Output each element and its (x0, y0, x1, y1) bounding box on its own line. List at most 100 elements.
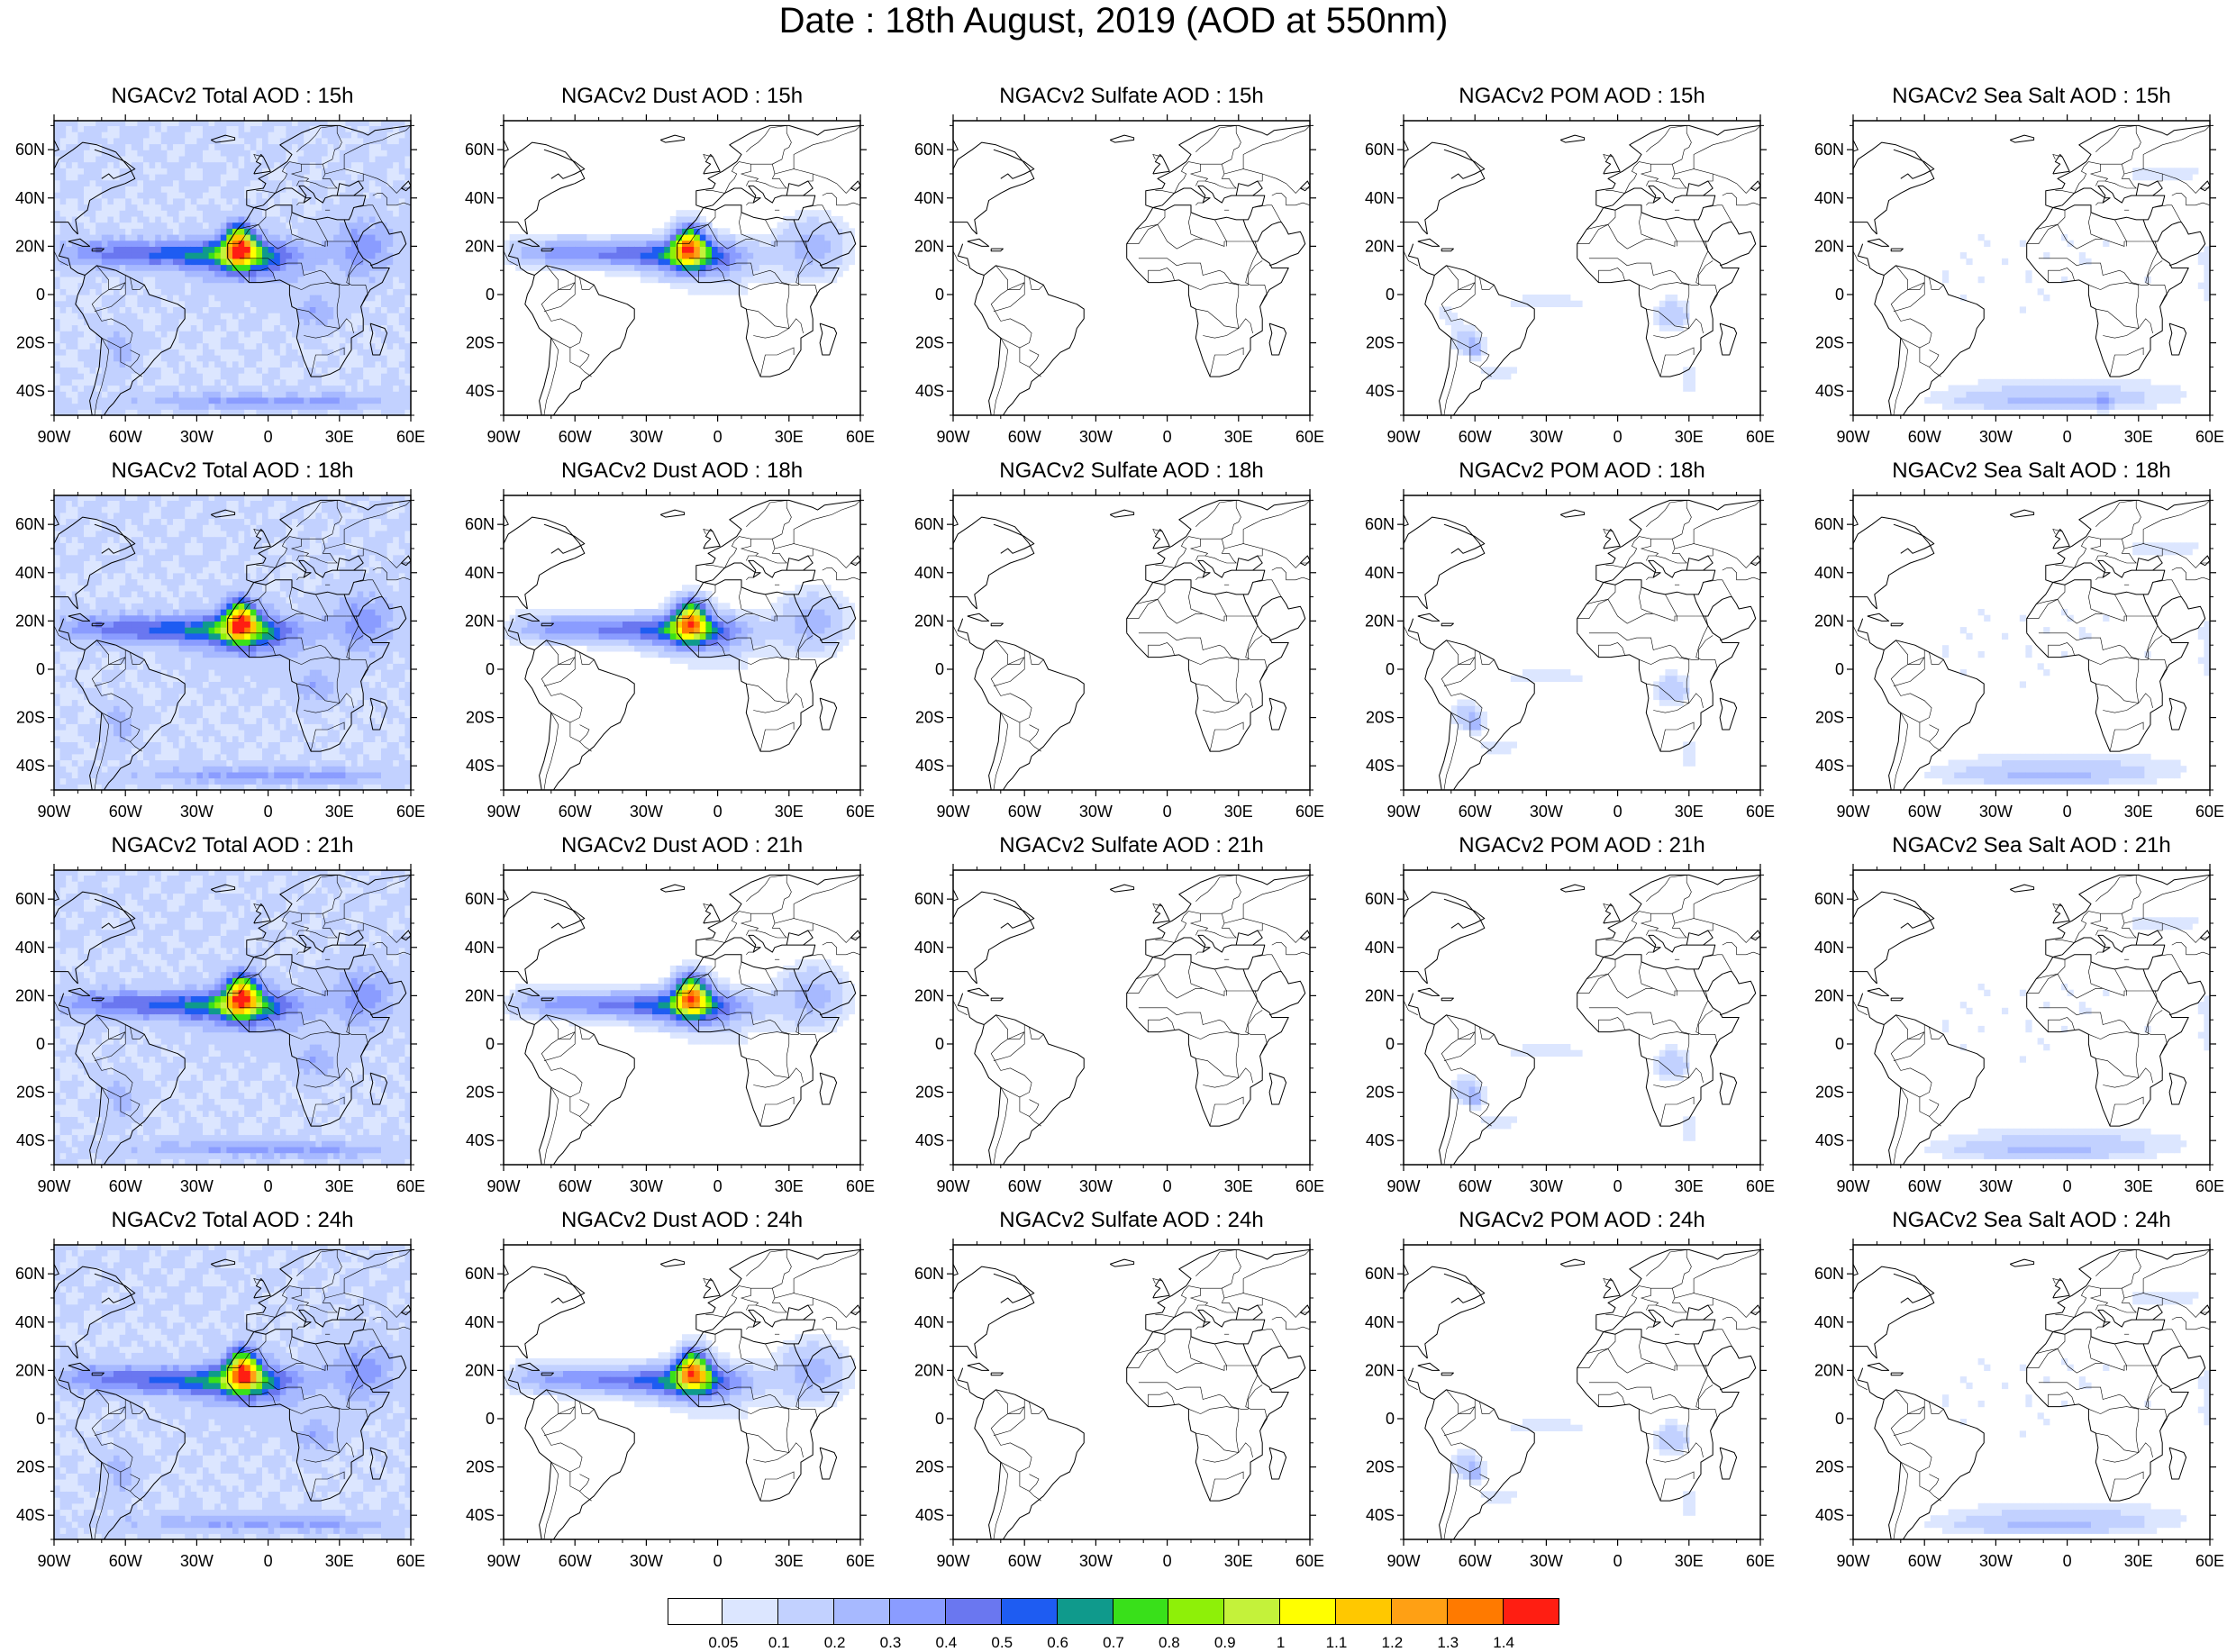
lon-tick-label: 30E (1224, 1552, 1253, 1570)
lon-tick-label: 60E (2195, 1177, 2224, 1195)
lon-tick-label: 90W (1386, 428, 1420, 446)
panel-title: NGACv2 Sea Salt AOD : 24h (1853, 1205, 2210, 1236)
lat-tick-label: 0 (486, 286, 495, 304)
lat-tick-label: 20S (1815, 334, 1844, 352)
lon-tick-label: 0 (1613, 428, 1623, 446)
lon-tick-label: 30E (1224, 803, 1253, 821)
lat-tick-label: 60N (15, 141, 45, 159)
lon-tick-label: 30E (775, 803, 804, 821)
panel-title: NGACv2 Dust AOD : 18h (504, 456, 860, 486)
lat-tick-label: 40S (915, 1506, 944, 1524)
lon-tick-label: 60W (1908, 803, 1941, 821)
lon-tick-label: 30W (1530, 1552, 1563, 1570)
lat-tick-label: 40S (1815, 1131, 1844, 1149)
lon-tick-label: 60W (1908, 1552, 1941, 1570)
lat-tick-label: 20N (1365, 1361, 1395, 1379)
lon-tick-label: 30W (1079, 428, 1113, 446)
lat-tick-label: 0 (1835, 286, 1844, 304)
lat-tick-label: 20N (465, 237, 495, 255)
lon-tick-label: 90W (486, 803, 520, 821)
lon-tick-label: 30E (1675, 803, 1704, 821)
lon-tick-label: 60W (109, 803, 142, 821)
lon-tick-label: 60W (1008, 1177, 1041, 1195)
lon-tick-label: 60W (1459, 1177, 1492, 1195)
lat-tick-label: 40N (465, 1313, 495, 1331)
lon-tick-label: 90W (1836, 803, 1869, 821)
lat-tick-label: 20S (1815, 709, 1844, 727)
lat-tick-label: 40N (914, 939, 944, 957)
lon-tick-label: 60E (2195, 1552, 2224, 1570)
lat-tick-label: 40N (1365, 189, 1395, 207)
lon-tick-label: 90W (1386, 1177, 1420, 1195)
lat-tick-label: 60N (1814, 141, 1844, 159)
lon-tick-label: 0 (714, 1177, 723, 1195)
lon-tick-label: 30W (630, 1552, 663, 1570)
lon-tick-label: 60E (1746, 1552, 1775, 1570)
lat-tick-label: 40S (16, 1506, 45, 1524)
lon-tick-label: 60E (846, 1552, 875, 1570)
lat-tick-label: 20N (15, 237, 45, 255)
lat-tick-label: 20N (1365, 237, 1395, 255)
lon-tick-label: 60W (109, 428, 142, 446)
aod-field (54, 869, 412, 1166)
lat-tick-label: 0 (935, 286, 944, 304)
lat-tick-label: 0 (486, 1410, 495, 1428)
panel-title: NGACv2 POM AOD : 24h (1404, 1205, 1760, 1236)
lon-tick-label: 30E (325, 1177, 354, 1195)
lon-tick-label: 90W (936, 1552, 969, 1570)
colorbar-label: 1.2 (1365, 1634, 1419, 1652)
lat-tick-label: 20N (914, 237, 944, 255)
lon-tick-label: 30W (1979, 428, 2013, 446)
lon-tick-label: 0 (1163, 1177, 1172, 1195)
lat-tick-label: 60N (1365, 1265, 1395, 1283)
colorbar-swatch (1335, 1598, 1392, 1625)
lon-tick-label: 90W (37, 1552, 70, 1570)
aod-field (54, 1244, 412, 1540)
lon-tick-label: 60W (1908, 428, 1941, 446)
lon-tick-label: 60W (1008, 1552, 1041, 1570)
colorbar-label: 1.3 (1421, 1634, 1475, 1652)
lat-tick-label: 20N (1814, 612, 1844, 630)
figure-title: Date : 18th August, 2019 (AOD at 550nm) (0, 0, 2227, 41)
lat-tick-label: 20S (1815, 1458, 1844, 1476)
lat-tick-label: 20S (1366, 1458, 1395, 1476)
lat-tick-label: 20S (1366, 709, 1395, 727)
lat-tick-label: 40S (16, 1131, 45, 1149)
lat-tick-label: 20N (15, 1361, 45, 1379)
lat-tick-label: 0 (1386, 286, 1395, 304)
colorbar-swatch (1447, 1598, 1504, 1625)
lat-tick-label: 40N (914, 564, 944, 582)
colorbar-swatch (777, 1598, 834, 1625)
lon-tick-label: 30E (2124, 1177, 2153, 1195)
lon-tick-label: 60W (1908, 1177, 1941, 1195)
lat-tick-label: 60N (465, 515, 495, 533)
lon-tick-label: 90W (1836, 428, 1869, 446)
colorbar-label: 0.7 (1086, 1634, 1141, 1652)
lon-tick-label: 0 (714, 1552, 723, 1570)
lat-tick-label: 20N (914, 612, 944, 630)
lon-tick-label: 0 (1613, 1177, 1623, 1195)
colorbar-label: 1 (1254, 1634, 1308, 1652)
lat-tick-label: 20N (1814, 237, 1844, 255)
lat-tick-label: 20N (465, 986, 495, 1004)
colorbar-swatch (1113, 1598, 1169, 1625)
lat-tick-label: 40S (1366, 757, 1395, 775)
panel-title: NGACv2 Sea Salt AOD : 18h (1853, 456, 2210, 486)
lon-tick-label: 60W (1459, 803, 1492, 821)
lon-tick-label: 90W (37, 803, 70, 821)
colorbar-label: 0.8 (1142, 1634, 1196, 1652)
lon-tick-label: 30W (630, 1177, 663, 1195)
lon-tick-label: 30W (1979, 803, 2013, 821)
